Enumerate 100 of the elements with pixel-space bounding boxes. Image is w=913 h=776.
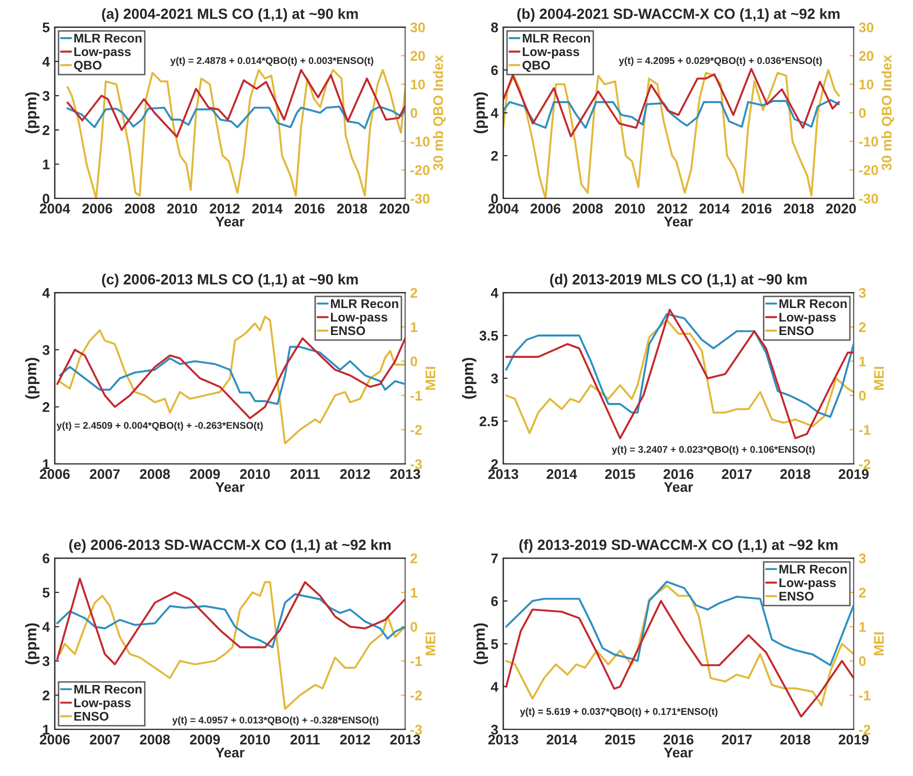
y2-tick-label: -30	[859, 194, 878, 204]
x-tick-label: 2009	[190, 734, 220, 745]
y-tick-label: 0	[42, 194, 50, 204]
y2-tick-label: 2	[410, 553, 418, 564]
x-tick-label: 2020	[826, 204, 856, 214]
y-tick-label: 6	[42, 553, 50, 564]
chart-title: (e) 2006-2013 SD-WACCM-X CO (1,1) at ~92 km	[69, 539, 391, 553]
y-tick-label: 1	[43, 160, 50, 170]
y-tick-label: 0	[491, 194, 498, 204]
y2-tick-label: -2	[859, 724, 870, 734]
y-tick-label: 3	[42, 345, 50, 355]
y2-tick-label: -2	[859, 459, 870, 469]
x-tick-label: 2012	[210, 204, 240, 214]
x-tick-label: 2018	[780, 734, 810, 745]
annotation: y(t) = 5.619 + 0.037*QBO(t) + 0.171*ENSO(t)	[520, 708, 718, 717]
x-tick-label: 2007	[90, 734, 120, 745]
x-tick-label: 2016	[742, 204, 772, 214]
x-tick-label: 2012	[657, 204, 688, 214]
line-series	[56, 578, 406, 666]
y-axis-title: (ppm)	[25, 92, 40, 134]
y2-tick-label: 20	[859, 51, 874, 61]
x-tick-label: 2018	[780, 469, 810, 480]
legend-label: Low-pass	[779, 578, 836, 590]
x-tick-label: 2017	[722, 469, 752, 480]
x-tick-label: 2013	[488, 469, 518, 480]
y-axis-title: (ppm)	[462, 358, 476, 399]
y-tick-label: 3	[42, 656, 50, 666]
line-series	[505, 600, 854, 718]
x-tick-label: 2020	[380, 204, 410, 214]
y2-tick-label: 30	[858, 22, 874, 32]
legend-label: QBO	[522, 60, 550, 72]
y2-tick-label: 0	[859, 656, 866, 666]
y2-tick-label: 30	[410, 22, 425, 32]
chart-title: (d) 2013-2019 MLS CO (1,1) at ~90 km	[550, 274, 807, 288]
y-tick-label: 4	[42, 56, 50, 66]
y2-axis-title: MEI	[426, 366, 436, 390]
y-tick-label: 3	[42, 91, 50, 101]
y-axis-title: (ppm)	[25, 623, 40, 664]
annotation: y(t) = 4.0957 + 0.013*QBO(t) + -0.328*ENSO(t)	[172, 716, 378, 726]
chart-title: (a) 2004-2021 MLS CO (1,1) at ~90 km	[102, 8, 358, 22]
legend-label: QBO	[74, 60, 102, 72]
x-tick-label: 2016	[664, 469, 694, 480]
y-tick-label: 1	[43, 459, 50, 469]
chart-title: (b) 2004-2021 SD-WACCM-X CO (1,1) at ~92 km	[517, 8, 840, 22]
x-tick-label: 2009	[190, 469, 220, 480]
x-axis-title: Year	[216, 482, 244, 492]
x-tick-label: 2008	[140, 469, 170, 480]
annotation: y(t) = 4.2095 + 0.029*QBO(t) + 0.036*ENSO(t)	[618, 56, 822, 66]
x-tick-label: 2014	[546, 469, 578, 480]
x-tick-label: 2006	[40, 734, 70, 745]
legend-label: MLR Recon	[74, 34, 142, 43]
x-tick-label: 2007	[90, 469, 120, 480]
y-tick-label: 5	[491, 639, 498, 649]
x-tick-label: 2008	[572, 204, 603, 214]
x-tick-label: 2014	[546, 734, 578, 745]
y2-tick-label: 0	[859, 390, 866, 401]
y-axis-title: (ppm)	[474, 92, 488, 134]
x-tick-label: 2004	[40, 204, 70, 214]
legend-label: Low-pass	[74, 47, 131, 59]
legend-label: ENSO	[779, 592, 814, 601]
x-axis-title: Year	[216, 216, 244, 226]
x-tick-label: 2019	[838, 469, 869, 480]
x-tick-label: 2010	[167, 204, 198, 214]
x-tick-label: 2018	[337, 204, 368, 214]
y2-axis-title: 30 mb QBO Index	[881, 55, 894, 170]
y2-tick-label: 1	[410, 322, 418, 332]
y-tick-label: 2	[42, 402, 50, 412]
y-tick-label: 8	[491, 22, 498, 32]
y2-tick-label: 3	[858, 553, 866, 564]
x-tick-label: 2013	[390, 734, 420, 745]
y2-tick-label: 10	[859, 80, 874, 90]
legend-label: ENSO	[779, 326, 814, 336]
legend-label: MLR Recon	[779, 564, 847, 574]
y2-tick-label: 0	[859, 108, 866, 118]
x-tick-label: 2006	[82, 204, 112, 214]
y2-tick-label: -2	[410, 425, 422, 435]
y-tick-label: 4	[490, 108, 498, 118]
x-tick-label: 2015	[605, 469, 636, 480]
y2-tick-label: 2	[410, 288, 418, 298]
y2-tick-label: -20	[859, 165, 878, 176]
y-tick-label: 3	[491, 724, 498, 735]
y-tick-label: 5	[42, 22, 50, 32]
y2-tick-label: -3	[410, 724, 422, 735]
y2-tick-label: 1	[410, 588, 418, 598]
legend-label: ENSO	[74, 712, 108, 721]
x-tick-label: 2012	[340, 469, 370, 480]
y2-tick-label: 10	[410, 80, 425, 90]
x-tick-label: 2010	[240, 734, 270, 745]
y-tick-label: 3.5	[479, 330, 498, 341]
y2-tick-label: -1	[859, 425, 870, 435]
y2-tick-label: 1	[859, 622, 866, 632]
y2-tick-label: 2	[859, 322, 866, 332]
x-tick-label: 2017	[722, 734, 752, 745]
y-tick-label: 2	[42, 690, 50, 700]
x-tick-label: 2013	[488, 734, 518, 745]
y-tick-label: 2	[491, 459, 498, 469]
x-tick-label: 2018	[784, 204, 814, 214]
y2-tick-label: 2	[859, 588, 866, 598]
y-tick-label: 4	[490, 288, 498, 298]
y-tick-label: 6	[491, 596, 498, 606]
